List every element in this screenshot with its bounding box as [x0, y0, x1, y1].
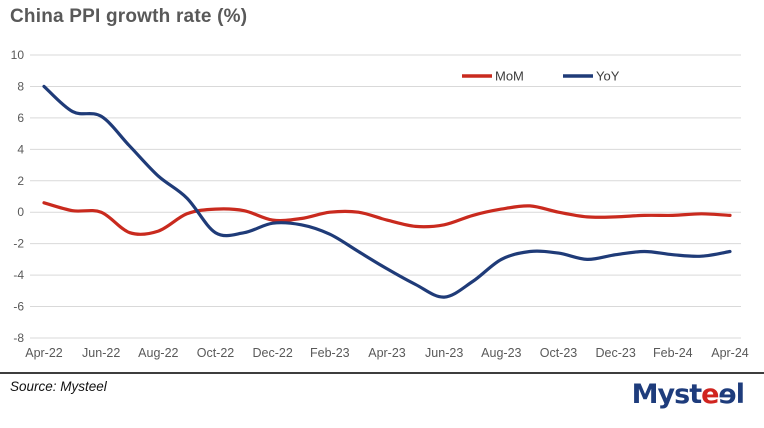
x-axis-label: Apr-22 — [25, 346, 63, 360]
x-axis-label: Feb-23 — [310, 346, 350, 360]
y-axis-label: 6 — [17, 111, 24, 125]
chart-area: -8 -6 -4 -2 0 2 4 6 8 10 Apr-22 Jun-22 Aug-22 Oct-22 D… — [11, 48, 749, 360]
y-axis-label: 8 — [17, 79, 24, 93]
y-axis-label: -2 — [13, 237, 24, 251]
x-axis-label: Oct-22 — [197, 346, 235, 360]
logo-text-e-red: e — [701, 379, 719, 410]
y-axis-label: -8 — [13, 331, 24, 345]
y-axis-label: 0 — [17, 205, 24, 219]
source-note: Source: Mysteel — [10, 379, 107, 394]
mysteel-logo: Mysteɘl — [631, 379, 745, 410]
x-axis-label: Dec-22 — [253, 346, 293, 360]
x-axis-label: Feb-24 — [653, 346, 693, 360]
y-axis-label: 4 — [17, 142, 24, 156]
x-axis-label: Aug-22 — [138, 346, 178, 360]
x-axis-label: Apr-23 — [368, 346, 406, 360]
x-axis-label: Aug-23 — [481, 346, 521, 360]
x-axis-label: Jun-23 — [425, 346, 463, 360]
series-line-yoy — [42, 84, 732, 299]
x-axis-label: Dec-23 — [596, 346, 636, 360]
logo-text-part2: l — [735, 379, 745, 410]
legend-label-mom: MoM — [495, 69, 524, 84]
y-axis-label: -4 — [13, 268, 24, 282]
logo-text-e-blue: ɘ — [718, 379, 736, 410]
x-axis-label: Apr-24 — [711, 346, 749, 360]
chart-title: China PPI growth rate (%) — [10, 6, 248, 27]
footer-divider — [0, 372, 764, 374]
x-axis-label: Jun-22 — [82, 346, 120, 360]
series-line-mom — [42, 201, 732, 236]
logo-text-part1: Myst — [631, 379, 702, 410]
y-axis-label: 2 — [17, 174, 24, 188]
x-axis-label: Oct-23 — [540, 346, 578, 360]
legend-label-yoy: YoY — [596, 69, 620, 84]
y-axis-label: -6 — [13, 300, 24, 314]
y-axis-label: 10 — [11, 48, 25, 62]
